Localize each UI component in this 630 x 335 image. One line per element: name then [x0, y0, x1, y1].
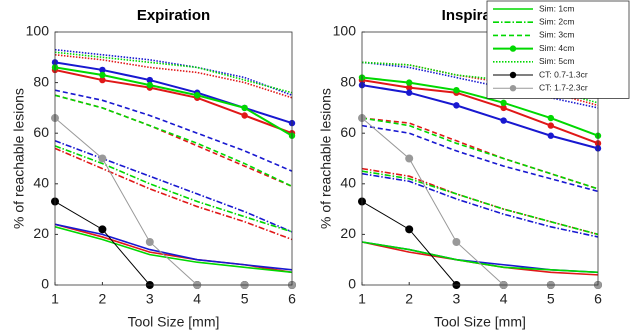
- x-tick-label: 4: [193, 291, 201, 307]
- x-tick-label: 3: [453, 291, 461, 307]
- y-tick-label: 20: [33, 225, 49, 241]
- x-tick-label: 1: [358, 291, 366, 307]
- y-tick-label: 80: [33, 73, 49, 89]
- series-line: [362, 172, 599, 238]
- legend-label: Sim: 3cm: [539, 30, 574, 40]
- series-line: [362, 79, 599, 145]
- series-marker: [453, 102, 460, 109]
- series-marker: [146, 81, 153, 89]
- series-marker: [99, 76, 106, 84]
- x-tick-label: 2: [405, 291, 413, 307]
- series-line: [55, 223, 293, 271]
- series-line: [362, 117, 599, 190]
- series-marker: [405, 225, 414, 234]
- y-tick-label: 60: [33, 124, 49, 140]
- chart-title: Expiration: [137, 7, 210, 24]
- series-line: [362, 170, 599, 236]
- y-tick-label: 0: [41, 276, 49, 292]
- series-line: [55, 226, 293, 274]
- x-tick-label: 4: [500, 291, 508, 307]
- series-line: [55, 48, 293, 96]
- series-marker: [452, 237, 461, 246]
- x-tick-label: 6: [288, 291, 296, 307]
- y-tick-label: 80: [340, 73, 356, 89]
- series-line: [362, 76, 599, 137]
- x-tick-label: 5: [547, 291, 555, 307]
- x-axis-label: Tool Size [mm]: [128, 314, 220, 330]
- y-tick-label: 40: [340, 175, 356, 191]
- y-axis-label: % of reachable lesions: [318, 88, 334, 229]
- y-axis-label: % of reachable lesions: [11, 88, 27, 229]
- legend-label: Sim: 5cm: [539, 56, 574, 66]
- series-line: [362, 84, 599, 150]
- x-tick-label: 2: [99, 291, 107, 307]
- series-line: [362, 124, 599, 193]
- series-marker: [547, 132, 554, 139]
- axes-frame: [54, 31, 293, 286]
- legend-marker: [509, 71, 517, 79]
- series-line: [55, 94, 293, 188]
- series-marker: [241, 112, 248, 119]
- series-line: [55, 89, 293, 172]
- series-marker: [500, 99, 507, 107]
- legend-label: Sim: 2cm: [539, 16, 574, 26]
- series-marker: [146, 76, 153, 84]
- x-axis-label: Tool Size [mm]: [434, 314, 526, 330]
- series-marker: [99, 71, 106, 79]
- series-marker: [98, 154, 107, 163]
- series-marker: [453, 86, 460, 94]
- series-marker: [99, 66, 106, 74]
- series-marker: [500, 117, 507, 124]
- series-line: [55, 147, 293, 241]
- series-line: [55, 66, 293, 137]
- series-line: [55, 145, 293, 233]
- series-marker: [405, 154, 414, 163]
- series-marker: [98, 225, 107, 234]
- series-marker: [406, 79, 413, 86]
- axes-frame: [361, 31, 599, 286]
- legend-label: CT: 1.7-2.3cr: [539, 82, 588, 92]
- series-line: [55, 140, 293, 233]
- x-tick-label: 3: [146, 291, 154, 307]
- series-marker: [547, 114, 554, 122]
- y-tick-label: 60: [340, 124, 356, 140]
- series-marker: [241, 104, 248, 112]
- x-tick-label: 6: [594, 291, 602, 307]
- series-marker: [406, 84, 413, 91]
- y-tick-label: 40: [33, 175, 49, 191]
- series-marker: [406, 89, 413, 96]
- x-tick-label: 5: [241, 291, 249, 307]
- series-line: [55, 53, 293, 99]
- series-marker: [145, 237, 154, 246]
- legend-marker: [509, 45, 517, 52]
- legend-marker: [509, 85, 517, 92]
- series-line: [362, 117, 599, 190]
- y-tick-label: 100: [333, 23, 357, 39]
- legend-label: Sim: 4cm: [539, 43, 574, 53]
- series-line: [55, 61, 293, 125]
- series-marker: [500, 104, 507, 112]
- legend-label: Sim: 1cm: [539, 3, 574, 13]
- series-line: [55, 68, 293, 135]
- series-marker: [547, 122, 554, 129]
- y-tick-label: 20: [340, 225, 356, 241]
- legend-label: CT: 0.7-1.3cr: [539, 69, 588, 79]
- series-line: [362, 61, 599, 109]
- y-tick-label: 100: [26, 23, 50, 39]
- x-tick-label: 1: [51, 291, 59, 307]
- series-line: [55, 51, 293, 94]
- y-tick-label: 0: [348, 276, 356, 292]
- series-marker: [194, 92, 201, 99]
